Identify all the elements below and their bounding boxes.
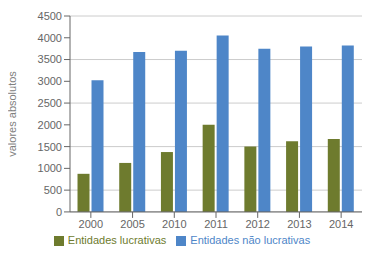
svg-text:3000: 3000 [38,75,62,87]
svg-text:0: 0 [56,206,62,218]
svg-text:3500: 3500 [38,53,62,65]
svg-text:2014: 2014 [329,218,353,230]
svg-text:500: 500 [44,184,62,196]
svg-text:2000: 2000 [79,218,103,230]
svg-text:2000: 2000 [38,119,62,131]
svg-text:1000: 1000 [38,162,62,174]
html-text:Entidades lucrativas: Entidades lucrativas [67,233,167,246]
html-text:Entidades não lucrativas: Entidades não lucrativas [190,233,311,246]
svg-text:2500: 2500 [38,97,62,109]
svg-text:2013: 2013 [287,218,311,230]
svg-text:4500: 4500 [38,10,62,22]
svg-text:2005: 2005 [120,218,144,230]
svg-text:valores absolutos: valores absolutos [8,71,18,157]
svg-text:2011: 2011 [204,218,228,230]
svg-text:1500: 1500 [38,141,62,153]
svg-text:2012: 2012 [245,218,269,230]
svg-text:2010: 2010 [162,218,186,230]
svg-text:4000: 4000 [38,32,62,44]
